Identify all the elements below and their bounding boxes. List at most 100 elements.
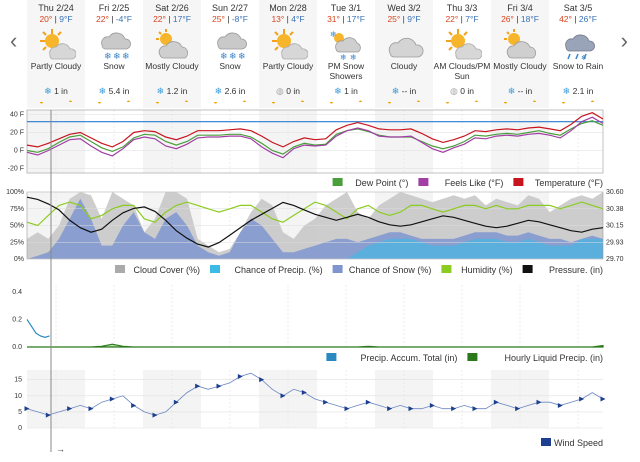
svg-text:❄: ❄: [113, 52, 121, 61]
forecast-day[interactable]: Tue 3/1 31° | 17°F ❄ ❄ ❄ PM Snow Showers ❄ 1 i…: [317, 0, 375, 108]
y-tick-label: 0: [18, 425, 22, 432]
forecast-day[interactable]: Thu 3/3 22° | 7°F AM Clouds/PM Sun ◍ 0 in ◒ ◓: [433, 0, 491, 108]
wind-direction-arrow: [429, 402, 435, 408]
prev-arrow-button[interactable]: ‹: [10, 28, 18, 53]
humidity-line: [26, 201, 604, 227]
precip-amount: 0 in: [286, 86, 300, 96]
forecast-temps: 42° | 26°F: [559, 14, 597, 24]
snowflake-icon: ❄: [44, 86, 52, 96]
wind-direction-arrow: [451, 406, 457, 412]
legend-swatch: [332, 265, 343, 273]
y-tick-label: 0 F: [14, 148, 24, 155]
legend-swatch: [332, 178, 343, 186]
sunrise-icon: ◒: [213, 99, 218, 106]
wind-direction-arrow: [365, 399, 371, 405]
wind-direction-arrow: [536, 399, 542, 405]
y-tick-label: -20 F: [8, 166, 24, 173]
forecast-temps: 22° | -4°F: [96, 14, 132, 24]
forecast-day[interactable]: Fri 2/25 22° | -4°F ❄ ❄ ❄ Snow ❄ 5.4 in ◒ ◓: [85, 0, 143, 108]
y-tick-label: 0%: [14, 256, 24, 263]
wind-direction-arrow: [259, 377, 265, 383]
low-temp: 9°F: [407, 14, 421, 24]
y-tick-label: 25%: [10, 239, 24, 246]
wind-direction-arrow: [600, 396, 606, 402]
legend-label: Hourly Liquid Precip. (in): [504, 353, 603, 363]
y-tick-label: 20 F: [10, 130, 24, 137]
wind-direction-arrow: [323, 399, 329, 405]
forecast-condition: Mostly Cloudy: [493, 61, 547, 71]
wind-direction-arrow: [387, 406, 393, 412]
wind-direction-arrow: [109, 396, 115, 402]
y-right-tick-label: 29.93: [606, 239, 624, 246]
y-tick-label: 0.0: [12, 344, 22, 351]
temperature-line: [26, 112, 604, 148]
forecast-day[interactable]: Mon 2/28 13° | 4°F Partly Cloudy ◍ 0 in ◒ ◓: [259, 0, 317, 108]
wind-direction-arrow: [152, 412, 158, 418]
forecast-date: Thu 2/24: [38, 3, 74, 13]
forecast-condition: AM Clouds/PM Sun: [433, 61, 491, 81]
legend-label: Chance of Precip. (%): [235, 265, 323, 275]
forecast-day[interactable]: Thu 2/24 20° | 9°F Partly Cloudy ❄ 1 in ◒ ◓: [27, 0, 85, 108]
high-temp: 31°: [327, 14, 340, 24]
wind-direction-arrow: [408, 406, 414, 412]
svg-text:❄: ❄: [229, 52, 237, 61]
forecast-date: Fri 2/25: [98, 3, 130, 13]
forecast-day[interactable]: Sat 3/5 42° | 26°F ❄ Snow to Rain ❄ 2.1 in ◒ ◓: [549, 0, 607, 108]
forecast-day[interactable]: Fri 3/4 26° | 18°F Mostly Cloudy ❄ -- in ◒ ◓: [491, 0, 549, 108]
y-tick-label: 75%: [10, 206, 24, 213]
wind-direction-arrow: [24, 406, 30, 412]
pressure-line: [26, 196, 604, 248]
high-temp: 20°: [39, 14, 53, 24]
next-arrow-button[interactable]: ›: [620, 28, 628, 53]
forecast-date: Sat 2/26: [155, 3, 189, 13]
forecast-condition: Snow to Rain: [552, 61, 604, 71]
snowflake-icon: ❄: [507, 86, 516, 96]
y-tick-label: 100%: [6, 189, 24, 196]
high-temp: 22°: [153, 14, 166, 24]
y-right-tick-label: 30.60: [606, 189, 624, 196]
legend-swatch: [210, 265, 220, 273]
svg-text:❄: ❄: [238, 52, 246, 61]
forecast-precip: ❄ 2.1 in: [549, 85, 607, 97]
forecast-temps: 22° | 17°F: [153, 14, 191, 24]
wind-direction-arrow: [45, 412, 51, 418]
sunrise-icon: ◒: [155, 99, 160, 106]
forecast-precip: ❄ 1 in: [27, 85, 85, 97]
dew-point-line: [26, 120, 604, 155]
precip-amount: 1 in: [54, 86, 68, 96]
legend-label: Wind Speed: [554, 438, 603, 448]
forecast-day[interactable]: Sun 2/27 25° | -8°F ❄ ❄ ❄ Snow ❄ 2.6 in ◒ ◓: [201, 0, 259, 108]
forecast-condition: Partly Cloudy: [30, 61, 82, 71]
legend-label: Precip. Accum. Total (in): [361, 353, 458, 363]
forecast-precip: ❄ 1.2 in: [143, 85, 201, 97]
snow-icon: ❄ ❄ ❄: [201, 27, 259, 61]
mostly-cloudy-icon: [491, 27, 549, 61]
sunrise-sunset-markers: ◒ ◓: [375, 99, 433, 106]
sunset-icon: ◓: [300, 99, 305, 106]
high-temp: 25°: [387, 14, 401, 24]
svg-text:❄: ❄: [122, 52, 130, 61]
forecast-temps: 31° | 17°F: [327, 14, 365, 24]
y-tick-label: 15: [14, 377, 22, 384]
precip-amount: 1.2 in: [166, 86, 188, 96]
legend-label: Feels Like (°F): [445, 178, 504, 188]
forecast-condition: Cloudy: [390, 61, 418, 71]
legend-swatch: [418, 178, 429, 186]
precip-chance-area: [27, 238, 603, 259]
forecast-temps: 25° | -8°F: [212, 14, 248, 24]
wind-direction-arrow: [237, 373, 243, 379]
forecast-precip: ❄ 2.6 in: [201, 85, 259, 97]
chart-frame: [26, 109, 604, 174]
svg-text:❄: ❄: [104, 52, 112, 61]
forecast-precip: ◍ 0 in: [433, 85, 491, 97]
legend-label: Pressure. (in): [549, 265, 603, 275]
sunset-icon: ◓: [184, 99, 189, 106]
legend-swatch: [326, 353, 337, 361]
forecast-day[interactable]: Wed 3/2 25° | 9°F Cloudy ❄ -- in ◒ ◓: [375, 0, 433, 108]
snow-chance-area: [27, 198, 603, 259]
feels-like-line: [26, 116, 604, 159]
forecast-day[interactable]: Sat 2/26 22° | 17°F Mostly Cloudy ❄ 1.2 in ◒…: [143, 0, 201, 108]
forecast-precip: ❄ 1 in: [317, 85, 375, 97]
high-temp: 22°: [445, 14, 459, 24]
mostly-cloudy-icon: [143, 27, 201, 61]
